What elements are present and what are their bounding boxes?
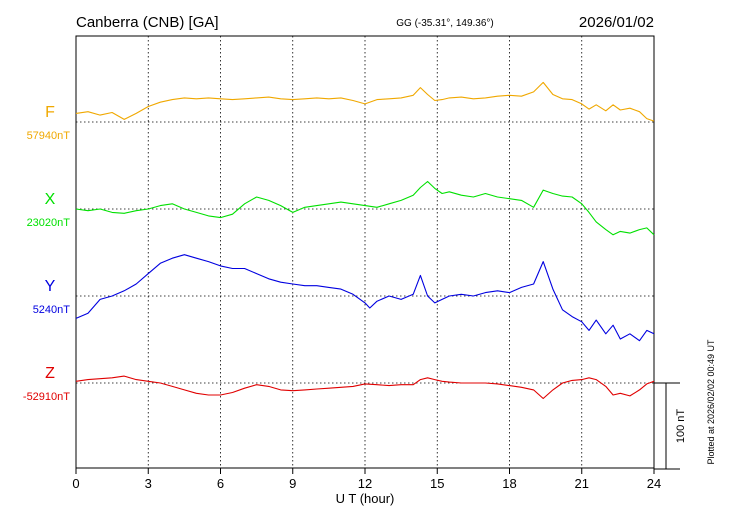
component-label-x: X [45,191,56,208]
station-title: Canberra (CNB) [GA] [76,14,219,31]
plotted-timestamp: Plotted at 2026/02/02 00:49 UT [706,339,716,465]
x-tick-label: 9 [289,476,296,491]
x-tick-label: 18 [502,476,516,491]
x-tick-label: 3 [145,476,152,491]
x-axis-label: U T (hour) [336,491,395,506]
series-z: Z -52910nT [23,365,655,403]
x-axis-ticks: 0 3 6 9 12 15 18 21 24 [72,468,661,491]
component-label-z: Z [45,365,55,382]
series-x: X 23020nT [27,180,655,236]
x-tick-label: 15 [430,476,444,491]
series-f: F 57940nT [27,81,655,142]
x-tick-label: 0 [72,476,79,491]
series-y: Y 5240nT [33,254,655,342]
component-label-f: F [45,104,55,121]
component-label-y: Y [45,278,56,295]
baseline-label-z: -52910nT [23,391,70,403]
x-tick-label: 24 [647,476,661,491]
scale-bar: 100 nT [654,382,687,470]
x-tick-label: 12 [358,476,372,491]
grid [76,36,654,468]
station-coordinates: GG (-35.31°, 149.36°) [396,18,494,29]
x-tick-label: 21 [575,476,589,491]
baseline-label-x: 23020nT [27,217,71,229]
series-line-f [75,81,655,122]
series-line-x [75,180,655,236]
series-line-y [75,254,655,342]
x-tick-label: 6 [217,476,224,491]
baseline-label-y: 5240nT [33,304,71,316]
series-line-z [75,375,655,400]
baseline-label-f: 57940nT [27,130,71,142]
plot-date: 2026/01/02 [579,14,654,31]
scale-bar-label: 100 nT [675,409,687,444]
series-group: F 57940nT X 23020nT Y 5240nT Z -52910nT [23,81,655,403]
